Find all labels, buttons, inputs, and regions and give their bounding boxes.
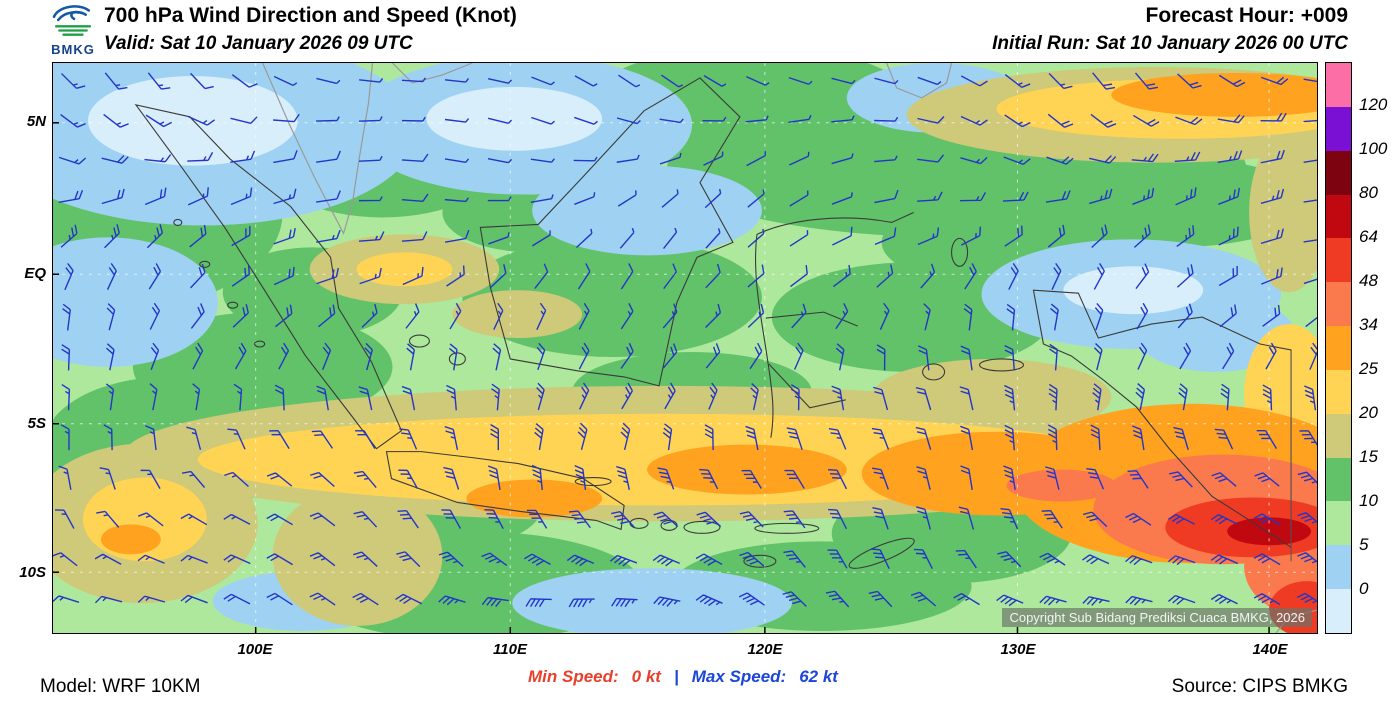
colorbar-segment-12 — [1326, 589, 1351, 633]
colorbar-segment-11 — [1326, 545, 1351, 590]
colorbar-segment-1 — [1326, 106, 1351, 151]
model-label: Model: WRF 10KM — [40, 676, 201, 697]
colorbar-segment-5 — [1326, 282, 1351, 327]
page-title: 700 hPa Wind Direction and Speed (Knot) — [104, 4, 517, 27]
colorbar-segment-0 — [1326, 63, 1351, 107]
speed-summary: Min Speed: 0 kt | Max Speed: 62 kt — [528, 667, 838, 687]
colorbar-tick-80: 80 — [1359, 183, 1378, 202]
colorbar-segment-4 — [1326, 238, 1351, 283]
colorbar-tick-100: 100 — [1359, 139, 1388, 158]
colorbar-tick-0: 0 — [1359, 579, 1369, 598]
colorbar-tick-5: 5 — [1359, 535, 1369, 554]
min-speed-value: 0 kt — [631, 667, 661, 686]
colorbar-segment-6 — [1326, 326, 1351, 370]
lat-label-5s: 5S — [27, 415, 46, 432]
colorbar — [1325, 62, 1352, 634]
colorbar-tick-10: 10 — [1359, 491, 1378, 510]
colorbar-segment-8 — [1326, 413, 1351, 458]
bmkg-logo: BMKG — [42, 2, 104, 57]
bmkg-logo-icon — [52, 5, 92, 36]
colorbar-tick-25: 25 — [1359, 359, 1378, 378]
colorbar-segment-3 — [1326, 194, 1351, 239]
forecast-hour: Forecast Hour: +009 — [1145, 4, 1349, 27]
speed-separator: | — [673, 667, 679, 686]
initial-run: Initial Run: Sat 10 January 2026 00 UTC — [992, 33, 1348, 54]
lon-label-130e: 130E — [1000, 641, 1036, 658]
colorbar-tick-64: 64 — [1359, 227, 1378, 246]
colorbar-segment-2 — [1326, 150, 1351, 195]
colorbar-tick-15: 15 — [1359, 447, 1378, 466]
lat-label-10s: 10S — [19, 564, 46, 581]
max-speed-label: Max Speed: — [691, 667, 787, 686]
lon-label-100e: 100E — [237, 641, 273, 658]
wind-map-frame: Copyright Sub Bidang Prediksi Cuaca BMKG… — [52, 62, 1318, 634]
colorbar-segment-7 — [1326, 369, 1351, 414]
lon-label-110e: 110E — [493, 641, 527, 658]
colorbar-tick-20: 20 — [1359, 403, 1378, 422]
wind-speed-direction-map — [53, 63, 1317, 633]
lon-label-140e: 140E — [1252, 641, 1288, 658]
valid-time: Valid: Sat 10 January 2026 09 UTC — [104, 33, 413, 54]
min-speed-label: Min Speed: — [528, 667, 619, 686]
colorbar-labels: 120 100 80 64 48 34 25 20 15 10 5 0 — [1359, 62, 1400, 634]
bmkg-logo-text: BMKG — [51, 42, 95, 57]
lat-label-eq: EQ — [24, 265, 46, 282]
colorbar-segment-10 — [1326, 501, 1351, 546]
colorbar-segment-9 — [1326, 457, 1351, 502]
source-label: Source: CIPS BMKG — [1171, 676, 1348, 697]
lon-label-120e: 120E — [747, 641, 783, 658]
lat-label-5n: 5N — [26, 113, 46, 130]
max-speed-value: 62 kt — [799, 667, 838, 686]
copyright-overlay: Copyright Sub Bidang Prediksi Cuaca BMKG… — [1002, 608, 1312, 627]
colorbar-tick-120: 120 — [1359, 95, 1388, 114]
colorbar-tick-34: 34 — [1359, 315, 1378, 334]
colorbar-tick-48: 48 — [1359, 271, 1378, 290]
